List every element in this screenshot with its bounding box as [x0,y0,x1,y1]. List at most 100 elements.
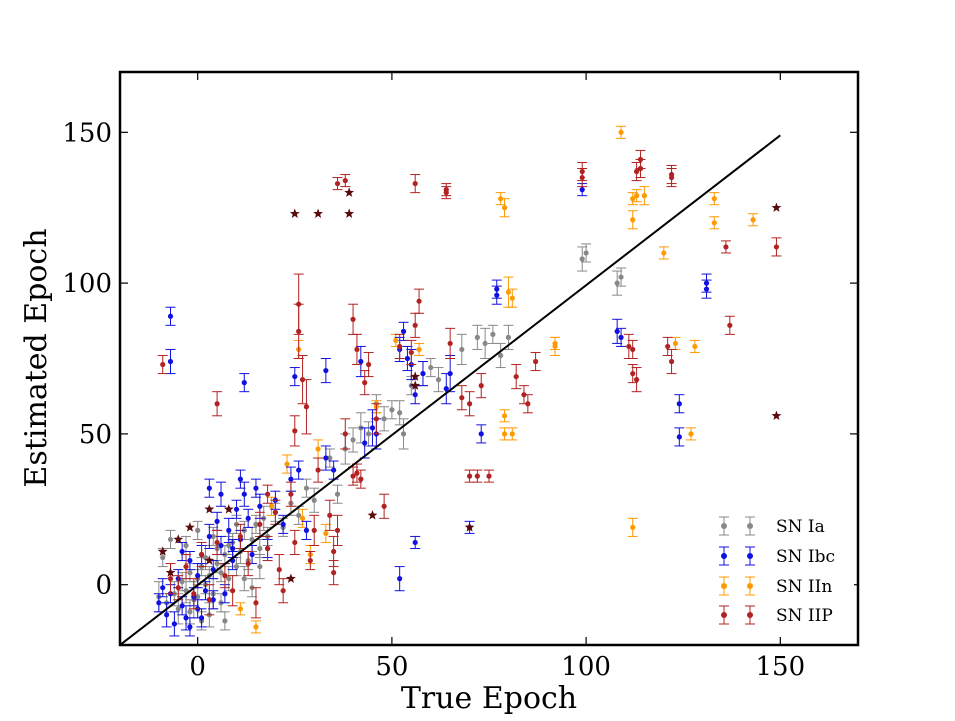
marker [284,461,290,467]
star-marker [223,504,234,514]
marker [160,361,166,368]
marker [226,542,232,549]
marker [202,554,209,561]
series-sn-iip [157,149,782,619]
data-point-sn-ia [577,246,588,272]
marker [327,512,333,518]
marker [676,401,682,407]
marker [191,591,197,597]
marker [626,343,632,350]
marker [206,485,212,491]
data-point-sn-iin [689,339,700,353]
data-point-sn-iip [173,575,184,601]
data-point-sn-iip [394,333,405,359]
data-point-sn-ia [332,484,343,504]
legend: SN Ia SN Ibc SN IIn SN IIP [700,508,854,634]
data-point-sn-iip [720,240,731,254]
star-marker [410,371,421,381]
data-point-sn-ia [165,529,176,549]
marker [727,322,733,328]
y-tick-label: 0 [95,571,112,601]
data-point-sn-ibc [402,345,413,372]
legend-item-sn-ibc: SN Ibc [719,546,835,567]
marker [498,352,504,359]
marker [210,533,216,540]
marker [478,431,484,437]
marker [167,576,174,582]
marker [583,250,589,256]
marker [187,609,193,615]
marker [459,346,465,353]
marker [509,295,515,301]
data-point-sn-iip [227,575,238,607]
marker [241,576,247,582]
data-point-sn-iin [685,427,696,441]
marker [443,386,449,392]
data-point-sn-ibc [577,183,588,197]
data-point-sn-iip [464,391,475,417]
marker [665,343,671,350]
marker [637,165,644,172]
marker [230,545,236,552]
marker [630,196,636,202]
marker [210,597,216,603]
data-point-sn-iip [577,168,588,188]
marker [412,539,418,546]
star-marker [184,522,195,532]
star-marker [344,208,355,218]
data-point-sn-iip [274,554,285,586]
marker [233,563,240,570]
marker [167,313,174,319]
marker [222,573,228,579]
data-point-sn-iin [282,454,293,474]
marker [327,455,333,461]
legend-dot [721,583,727,589]
star-marker [165,567,176,577]
data-point-sn-iip [445,327,456,359]
marker [614,280,620,286]
marker [299,515,306,521]
marker [218,542,224,549]
marker [245,515,251,521]
marker [478,383,484,389]
marker [214,518,220,524]
marker [187,570,193,576]
marker [400,328,407,334]
star-marker [771,202,782,212]
data-point-sn-ibc [320,445,331,471]
data-point-sn-ibc [701,279,712,299]
data-point-sn-iin [627,517,638,537]
marker [311,497,317,503]
data-point-sn-iin [499,409,510,423]
marker [668,174,675,181]
star-marker [204,555,215,565]
marker [614,328,620,334]
marker [474,334,480,340]
data-point-sn-ibc [243,508,254,528]
data-point-sn-iin [658,246,669,260]
marker [222,618,228,624]
data-point-sn-iin [709,216,720,230]
marker [513,373,519,380]
data-point-sn-iip [289,415,300,447]
data-point-sn-iip [235,523,246,549]
data-point-sn-ia [456,333,467,366]
marker [315,446,321,452]
marker [634,193,640,199]
marker [272,509,278,515]
marker [280,588,286,594]
marker [428,364,434,371]
marker [474,473,480,479]
marker [630,346,636,353]
data-point-sn-iin [639,186,650,206]
data-point-sn-iin [550,336,561,356]
x-tick-label: 150 [755,652,805,682]
marker [334,527,341,534]
marker [389,407,395,413]
marker [358,358,364,365]
marker [773,244,780,250]
data-point-sn-ibc [215,481,226,507]
marker [245,560,251,567]
data-point-sn-iip [627,339,638,359]
data-point-sn-iip [289,529,300,556]
